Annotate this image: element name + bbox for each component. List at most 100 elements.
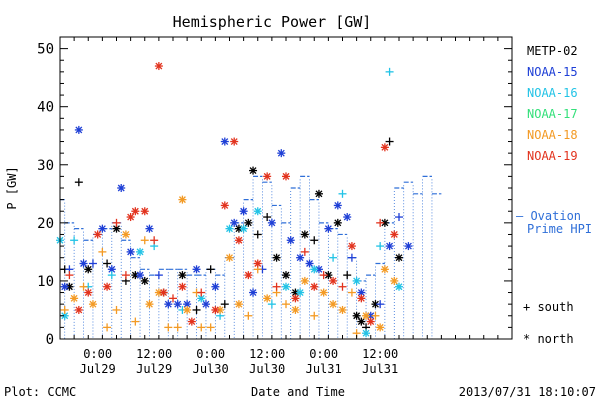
south-point-marker	[267, 300, 276, 309]
marker-stroke	[249, 289, 257, 296]
marker-stroke	[310, 265, 318, 273]
south-point-marker	[70, 236, 79, 245]
north-point-marker	[220, 137, 229, 146]
y-tick-label: 30	[37, 158, 54, 174]
south-point-marker	[192, 305, 201, 314]
north-point-marker	[140, 276, 149, 285]
north-point-marker	[74, 305, 83, 314]
marker-stroke	[61, 283, 69, 291]
south-point-marker	[65, 271, 74, 280]
marker-stroke	[268, 219, 276, 227]
south-point-marker	[154, 271, 163, 280]
south-point-marker	[220, 300, 229, 309]
marker-stroke	[178, 271, 186, 279]
plot-credit: Plot: CCMC	[4, 385, 76, 399]
south-point-marker	[376, 218, 385, 227]
north-point-marker	[333, 218, 342, 227]
marker-stroke	[240, 225, 248, 233]
north-point-marker	[107, 265, 116, 274]
south-point-marker	[347, 288, 356, 297]
marker-stroke	[273, 254, 281, 262]
south-point-marker	[272, 282, 281, 291]
marker-stroke	[334, 201, 342, 209]
marker-stroke	[235, 236, 243, 244]
north-point-marker	[225, 224, 234, 233]
marker-stroke	[296, 289, 304, 296]
south-point-marker	[376, 300, 385, 309]
marker-stroke	[367, 318, 375, 326]
south-point-marker	[338, 189, 347, 198]
marker-stroke	[395, 254, 403, 262]
marker-stroke	[122, 231, 130, 238]
north-point-marker	[395, 282, 403, 291]
x-tick-label-date: Jul29	[136, 362, 172, 376]
south-point-marker	[319, 271, 328, 280]
south-point-marker	[173, 323, 182, 332]
marker-stroke	[362, 329, 370, 337]
marker-stroke	[235, 300, 243, 308]
north-point-marker	[84, 288, 93, 297]
north-point-marker	[234, 300, 243, 309]
north-point-marker	[93, 230, 102, 239]
south-point-marker	[310, 236, 319, 245]
x-tick-label-time: 12:00	[249, 347, 285, 361]
marker-stroke	[254, 207, 262, 215]
legend-entry-noaa-18: NOAA-18	[527, 128, 578, 142]
marker-stroke	[226, 254, 233, 262]
marker-stroke	[202, 300, 210, 308]
north-point-marker	[329, 300, 338, 309]
marker-stroke	[89, 300, 97, 308]
marker-stroke	[103, 283, 111, 291]
marker-stroke	[183, 300, 191, 308]
north-point-marker	[395, 253, 403, 262]
south-point-marker	[385, 67, 394, 76]
north-point-marker	[183, 305, 192, 314]
plot-frame	[59, 36, 513, 340]
marker-stroke	[98, 225, 106, 233]
y-tick-label: 20	[37, 216, 54, 232]
marker-stroke	[127, 248, 135, 256]
north-point-marker	[136, 247, 145, 256]
marker-stroke	[282, 172, 290, 180]
north-point-marker	[173, 300, 182, 309]
x-tick-label-date: Jul29	[80, 362, 116, 376]
north-point-marker	[282, 282, 290, 291]
south-point-marker	[107, 271, 116, 280]
north-point-marker	[230, 137, 239, 146]
x-tick-label-date: Jul30	[249, 362, 285, 376]
legend-ovation-line2: Prime HPI	[527, 222, 592, 236]
marker-stroke	[291, 306, 299, 314]
north-point-marker	[117, 184, 126, 192]
north-point-marker	[88, 300, 97, 309]
marker-stroke	[390, 277, 398, 285]
north-point-marker	[234, 236, 243, 245]
south-point-marker	[150, 236, 159, 245]
north-point-marker	[310, 265, 319, 274]
marker-stroke	[353, 312, 361, 320]
north-point-marker	[201, 300, 210, 309]
north-point-marker	[282, 172, 290, 181]
legend-entry-noaa-16: NOAA-16	[527, 86, 578, 100]
marker-stroke	[291, 294, 299, 302]
marker-stroke	[117, 184, 125, 192]
north-point-marker	[136, 271, 145, 280]
south-point-marker	[395, 213, 403, 222]
marker-stroke	[381, 265, 389, 273]
marker-stroke	[301, 277, 309, 285]
x-tick-label-time: 0:00	[83, 347, 112, 361]
north-point-marker	[319, 288, 328, 297]
north-point-marker	[272, 253, 281, 262]
marker-stroke	[357, 318, 365, 326]
north-point-marker	[380, 143, 389, 152]
north-point-marker	[376, 323, 385, 332]
marker-stroke	[324, 225, 332, 233]
marker-stroke	[230, 219, 238, 227]
north-point-marker	[244, 218, 253, 227]
marker-stroke	[320, 289, 328, 296]
marker-stroke	[230, 138, 238, 145]
y-tick-label: 50	[37, 42, 54, 58]
north-point-marker	[385, 242, 394, 251]
marker-stroke	[145, 300, 153, 308]
south-point-marker	[206, 323, 215, 332]
marker-stroke	[287, 236, 295, 244]
